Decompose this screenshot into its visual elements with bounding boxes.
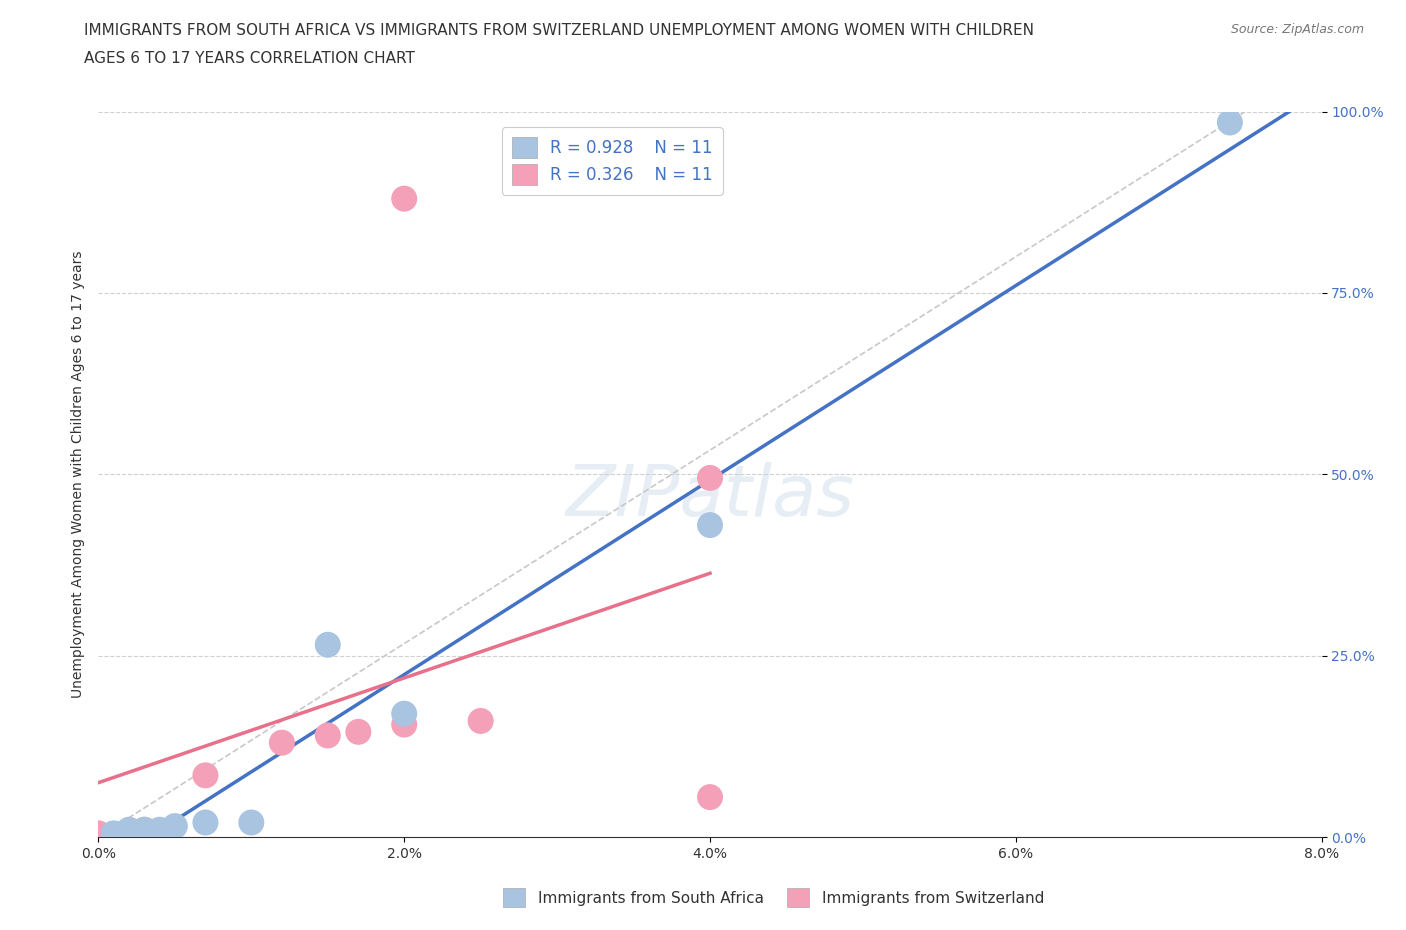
- Point: [699, 471, 721, 485]
- Point: [149, 822, 172, 837]
- Text: IMMIGRANTS FROM SOUTH AFRICA VS IMMIGRANTS FROM SWITZERLAND UNEMPLOYMENT AMONG W: IMMIGRANTS FROM SOUTH AFRICA VS IMMIGRAN…: [84, 23, 1035, 38]
- Point: [699, 518, 721, 533]
- Text: Source: ZipAtlas.com: Source: ZipAtlas.com: [1230, 23, 1364, 36]
- Point: [194, 768, 217, 783]
- Point: [118, 822, 141, 837]
- Point: [470, 713, 492, 728]
- Legend: Immigrants from South Africa, Immigrants from Switzerland: Immigrants from South Africa, Immigrants…: [496, 883, 1050, 913]
- Point: [316, 728, 339, 743]
- Point: [347, 724, 370, 739]
- Legend: R = 0.928    N = 11, R = 0.326    N = 11: R = 0.928 N = 11, R = 0.326 N = 11: [502, 127, 723, 194]
- Point: [134, 822, 156, 837]
- Point: [699, 790, 721, 804]
- Point: [392, 192, 416, 206]
- Text: AGES 6 TO 17 YEARS CORRELATION CHART: AGES 6 TO 17 YEARS CORRELATION CHART: [84, 51, 415, 66]
- Point: [270, 736, 294, 751]
- Point: [1219, 115, 1241, 130]
- Text: ZIPatlas: ZIPatlas: [565, 461, 855, 530]
- Point: [316, 637, 339, 652]
- Point: [194, 815, 217, 830]
- Point: [87, 826, 110, 841]
- Point: [163, 818, 186, 833]
- Point: [134, 822, 156, 837]
- Point: [103, 826, 125, 841]
- Point: [392, 717, 416, 732]
- Y-axis label: Unemployment Among Women with Children Ages 6 to 17 years: Unemployment Among Women with Children A…: [70, 250, 84, 698]
- Point: [240, 815, 263, 830]
- Point: [392, 706, 416, 721]
